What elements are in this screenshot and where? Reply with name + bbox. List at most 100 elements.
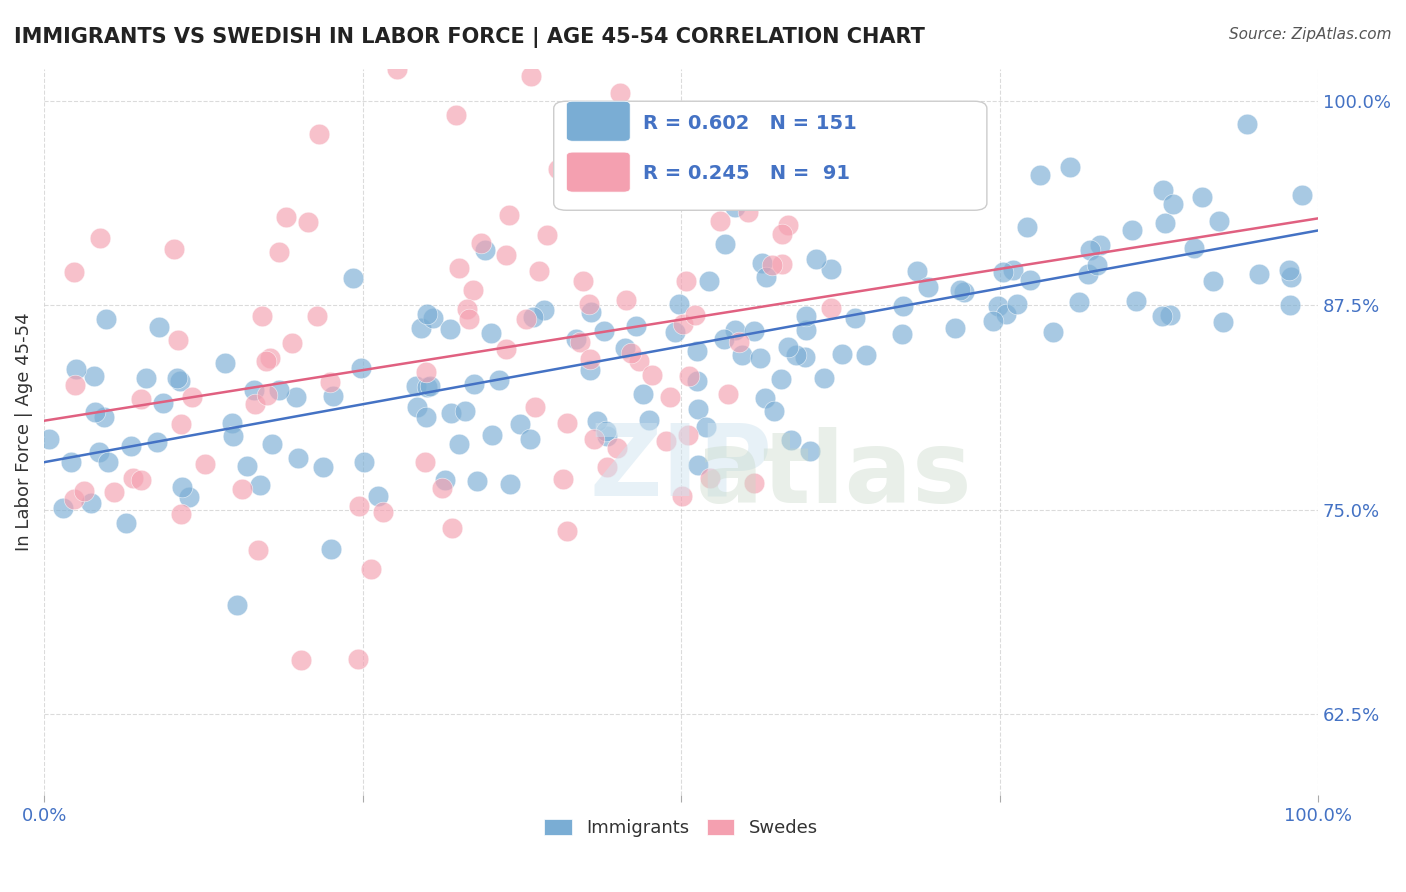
Point [683, 308, 706, 322]
Point [593, 324, 616, 338]
Point [682, 193, 704, 207]
Point [456, 301, 478, 316]
Point [308, 127, 330, 141]
Point [568, 335, 591, 350]
Point [751, 256, 773, 270]
Point [555, 417, 578, 431]
Point [214, 356, 236, 370]
Point [1125, 293, 1147, 308]
Point [1121, 223, 1143, 237]
Point [905, 264, 928, 278]
Point [89, 231, 111, 245]
Point [254, 354, 277, 368]
Point [815, 190, 838, 204]
Point [619, 345, 641, 359]
Point [1212, 314, 1234, 328]
Point [658, 390, 681, 404]
Point [794, 309, 817, 323]
Point [1154, 216, 1177, 230]
Point [917, 280, 939, 294]
Point [474, 243, 496, 257]
Point [274, 210, 297, 224]
Point [305, 309, 328, 323]
Point [841, 170, 863, 185]
Point [419, 379, 441, 393]
Point [495, 248, 517, 262]
Point [769, 371, 792, 385]
Point [994, 307, 1017, 321]
Point [776, 219, 799, 233]
Point [686, 344, 709, 359]
Point [181, 390, 204, 404]
Point [406, 400, 429, 414]
Point [522, 310, 544, 325]
FancyBboxPatch shape [554, 101, 987, 211]
Point [675, 274, 697, 288]
Point [572, 273, 595, 287]
Point [246, 543, 269, 558]
Point [260, 437, 283, 451]
Point [120, 439, 142, 453]
Point [1069, 294, 1091, 309]
Point [770, 257, 793, 271]
Point [862, 147, 884, 161]
Point [804, 252, 827, 266]
Point [1279, 270, 1302, 285]
Point [290, 653, 312, 667]
Point [252, 309, 274, 323]
Point [170, 507, 193, 521]
Point [519, 432, 541, 446]
Point [790, 178, 813, 193]
Point [243, 397, 266, 411]
Point [353, 455, 375, 469]
Point [943, 321, 966, 335]
Point [416, 380, 439, 394]
Point [761, 258, 783, 272]
Point [231, 482, 253, 496]
Point [754, 391, 776, 405]
Point [259, 351, 281, 365]
Point [553, 472, 575, 486]
Point [415, 365, 437, 379]
Point [820, 301, 842, 315]
Point [1029, 168, 1052, 182]
Point [166, 370, 188, 384]
Point [515, 311, 537, 326]
Point [763, 403, 786, 417]
Point [714, 237, 737, 252]
Point [529, 264, 551, 278]
Point [1088, 238, 1111, 252]
Point [495, 342, 517, 356]
Point [820, 262, 842, 277]
Point [672, 317, 695, 331]
Point [287, 451, 309, 466]
Point [724, 200, 747, 214]
FancyBboxPatch shape [567, 153, 630, 192]
Point [65, 362, 87, 376]
Point [416, 307, 439, 321]
Point [413, 454, 436, 468]
Point [440, 406, 463, 420]
Point [422, 311, 444, 326]
Point [179, 490, 201, 504]
Point [83, 368, 105, 383]
Text: R = 0.602   N = 151: R = 0.602 N = 151 [643, 113, 856, 133]
Point [498, 477, 520, 491]
Point [509, 417, 531, 432]
Point [609, 86, 631, 100]
Point [1150, 309, 1173, 323]
Point [59, 455, 82, 469]
Point [318, 376, 340, 390]
Point [813, 371, 835, 385]
Point [628, 353, 651, 368]
Point [84, 405, 107, 419]
Point [93, 409, 115, 424]
Point [748, 351, 770, 365]
Point [686, 401, 709, 416]
Point [115, 516, 138, 530]
Point [785, 348, 807, 362]
Point [319, 541, 342, 556]
Point [152, 396, 174, 410]
Point [565, 332, 588, 346]
Point [614, 293, 637, 308]
